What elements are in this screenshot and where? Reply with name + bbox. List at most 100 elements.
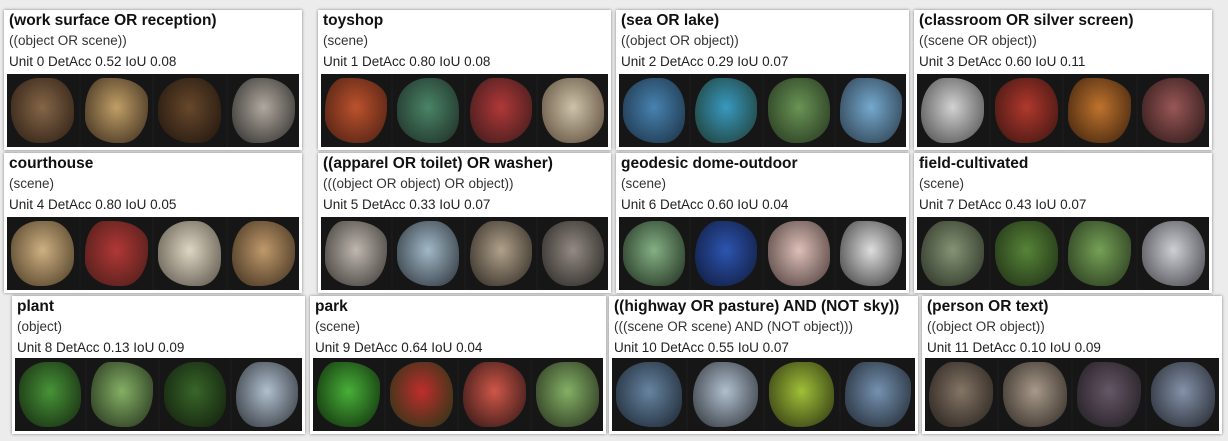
activation-mask	[1077, 362, 1141, 427]
unit-title: courthouse	[9, 155, 94, 172]
activation-mask	[469, 221, 532, 286]
unit-category: (((object OR object) OR object))	[323, 176, 514, 191]
unit-stats: Unit 11 DetAcc 0.10 IoU 0.09	[927, 340, 1101, 355]
activation-thumbnail	[465, 217, 536, 290]
activation-mask	[541, 221, 604, 286]
activation-thumbnail	[840, 358, 915, 431]
activation-mask	[768, 362, 835, 427]
unit-title: ((apparel OR toilet) OR washer)	[323, 155, 553, 172]
activation-thumbnail	[87, 358, 158, 431]
activation-mask	[839, 221, 902, 286]
activation-mask	[921, 221, 985, 286]
activation-mask	[695, 78, 758, 143]
activation-mask	[397, 78, 460, 143]
unit-title: plant	[17, 298, 55, 315]
activation-thumbnail	[990, 217, 1062, 290]
unit-card: ((apparel OR toilet) OR washer) (((object…	[318, 153, 611, 293]
activation-thumbnail	[691, 74, 762, 147]
activation-thumbnail	[917, 217, 989, 290]
activation-thumbnail	[763, 217, 834, 290]
activation-thumbnail	[159, 358, 230, 431]
thumbnail-strip	[612, 358, 915, 431]
unit-title: toyshop	[323, 12, 384, 29]
activation-thumbnail	[313, 358, 384, 431]
activation-mask	[767, 221, 830, 286]
activation-thumbnail	[691, 217, 762, 290]
unit-card: (classroom OR silver screen) ((scene OR o…	[914, 10, 1212, 150]
unit-card: field-cultivated (scene) Unit 7 DetAcc 0.4…	[914, 153, 1212, 293]
unit-title: park	[315, 298, 348, 315]
unit-stats: Unit 1 DetAcc 0.80 IoU 0.08	[323, 54, 491, 69]
unit-card: ((highway OR pasture) AND (NOT sky)) (((s…	[609, 296, 918, 434]
unit-card: plant (object) Unit 8 DetAcc 0.13 IoU 0.09	[12, 296, 305, 434]
activation-thumbnail	[321, 217, 392, 290]
activation-mask	[163, 362, 226, 427]
unit-category: (scene)	[9, 176, 55, 191]
activation-mask	[1068, 78, 1132, 143]
activation-mask	[623, 221, 686, 286]
unit-category: (scene)	[323, 33, 369, 48]
activation-mask	[19, 362, 82, 427]
unit-stats: Unit 8 DetAcc 0.13 IoU 0.09	[17, 340, 185, 355]
activation-mask	[84, 78, 148, 143]
unit-stats: Unit 5 DetAcc 0.33 IoU 0.07	[323, 197, 491, 212]
activation-thumbnail	[7, 74, 79, 147]
unit-title: (classroom OR silver screen)	[919, 12, 1134, 29]
unit-card: (person OR text) ((object OR object)) Unit…	[922, 296, 1222, 434]
activation-thumbnail	[835, 217, 906, 290]
unit-title: (work surface OR reception)	[9, 12, 217, 29]
activation-mask	[767, 78, 830, 143]
unit-category: ((object OR object))	[927, 319, 1045, 334]
activation-mask	[845, 362, 911, 427]
unit-category: (object)	[17, 319, 63, 334]
unit-stats: Unit 10 DetAcc 0.55 IoU 0.07	[614, 340, 789, 355]
activation-mask	[463, 362, 526, 427]
activation-thumbnail	[925, 358, 997, 431]
activation-mask	[994, 221, 1058, 286]
activation-thumbnail	[465, 74, 536, 147]
activation-mask	[1068, 221, 1132, 286]
thumbnail-strip	[313, 358, 603, 431]
activation-mask	[390, 362, 453, 427]
activation-thumbnail	[612, 358, 687, 431]
unit-stats: Unit 4 DetAcc 0.80 IoU 0.05	[9, 197, 177, 212]
activation-mask	[397, 221, 460, 286]
unit-category: ((scene OR object))	[919, 33, 1037, 48]
activation-mask	[839, 78, 902, 143]
activation-thumbnail	[1147, 358, 1219, 431]
activation-thumbnail	[321, 74, 392, 147]
activation-mask	[692, 362, 759, 427]
unit-card: toyshop (scene) Unit 1 DetAcc 0.80 IoU 0.0…	[318, 10, 611, 150]
activation-mask	[231, 221, 295, 286]
thumbnail-strip	[7, 217, 299, 290]
activation-thumbnail	[227, 74, 299, 147]
activation-thumbnail	[619, 74, 690, 147]
activation-mask	[91, 362, 154, 427]
activation-thumbnail	[1137, 217, 1209, 290]
activation-mask	[158, 78, 222, 143]
activation-thumbnail	[154, 217, 226, 290]
activation-thumbnail	[7, 217, 79, 290]
activation-thumbnail	[764, 358, 839, 431]
activation-mask	[235, 362, 298, 427]
activation-thumbnail	[537, 217, 608, 290]
activation-thumbnail	[999, 358, 1071, 431]
unit-category: (scene)	[919, 176, 965, 191]
unit-title: geodesic dome-outdoor	[621, 155, 798, 172]
activation-thumbnail	[1064, 217, 1136, 290]
activation-thumbnail	[537, 74, 608, 147]
activation-mask	[84, 221, 148, 286]
thumbnail-strip	[321, 217, 608, 290]
unit-stats: Unit 0 DetAcc 0.52 IoU 0.08	[9, 54, 177, 69]
activation-thumbnail	[227, 217, 299, 290]
activation-thumbnail	[154, 74, 226, 147]
activation-mask	[536, 362, 599, 427]
activation-mask	[623, 78, 686, 143]
activation-thumbnail	[1064, 74, 1136, 147]
activation-mask	[469, 78, 532, 143]
activation-mask	[1141, 78, 1205, 143]
unit-title: field-cultivated	[919, 155, 1029, 172]
activation-mask	[325, 78, 388, 143]
unit-title: (person OR text)	[927, 298, 1049, 315]
unit-card: park (scene) Unit 9 DetAcc 0.64 IoU 0.04	[310, 296, 606, 434]
